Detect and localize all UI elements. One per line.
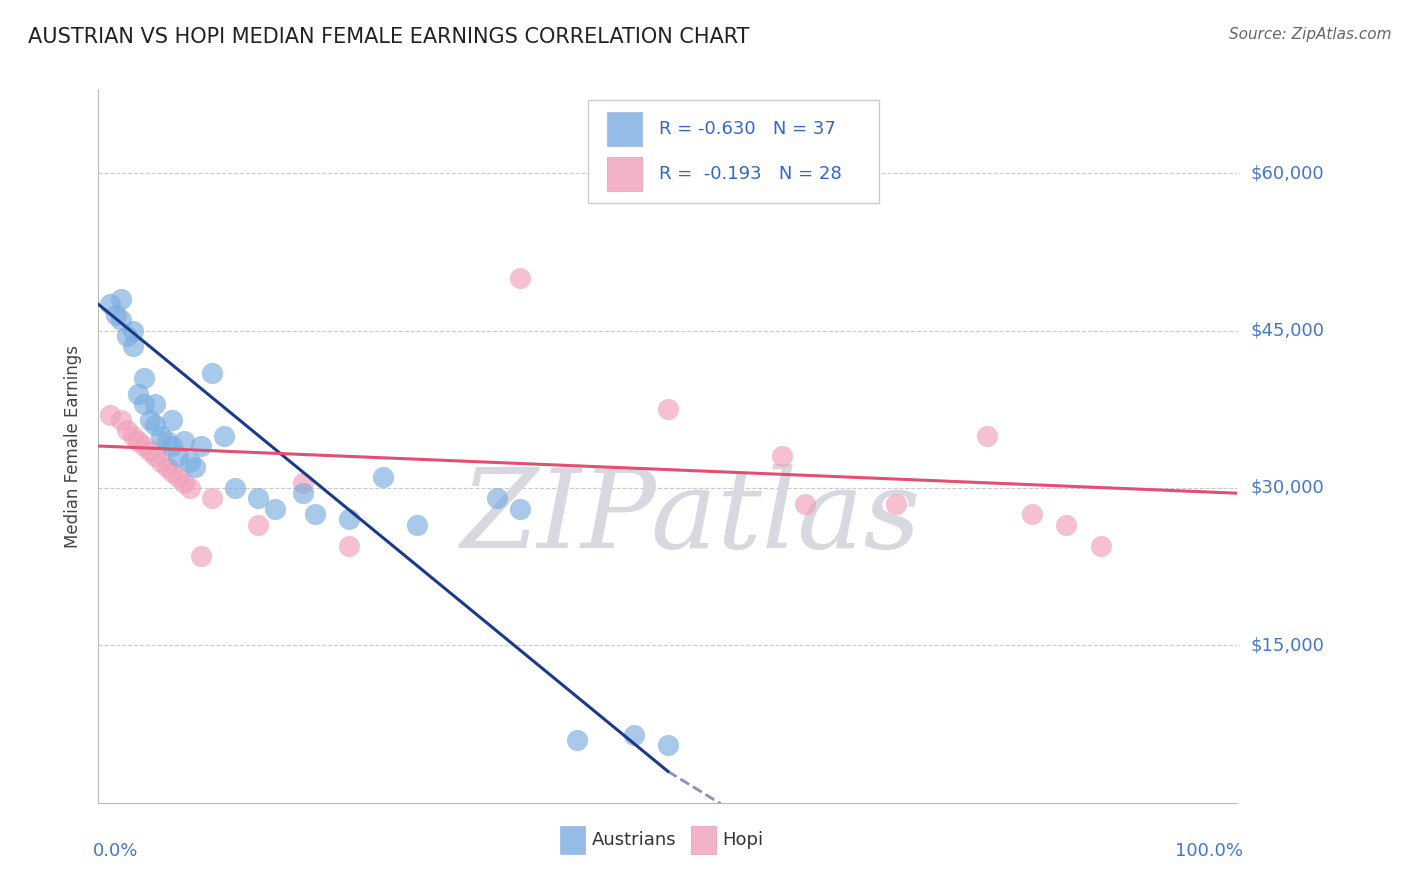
- FancyBboxPatch shape: [560, 826, 585, 855]
- Point: [145, 397, 167, 411]
- Point: [156, 460, 179, 475]
- Point: [98, 408, 121, 422]
- Point: [115, 328, 138, 343]
- Point: [201, 491, 224, 506]
- Text: R =  -0.193   N = 28: R = -0.193 N = 28: [659, 165, 841, 183]
- Point: [145, 450, 167, 464]
- Point: [162, 465, 184, 479]
- Point: [184, 460, 207, 475]
- FancyBboxPatch shape: [607, 112, 641, 146]
- Text: $15,000: $15,000: [1251, 636, 1324, 655]
- Point: [406, 517, 429, 532]
- Text: $45,000: $45,000: [1251, 321, 1324, 340]
- Point: [1054, 517, 1078, 532]
- Text: Source: ZipAtlas.com: Source: ZipAtlas.com: [1229, 27, 1392, 42]
- Y-axis label: Median Female Earnings: Median Female Earnings: [65, 344, 83, 548]
- Point: [1021, 507, 1043, 521]
- Point: [509, 502, 531, 516]
- Point: [173, 434, 195, 448]
- Point: [110, 292, 132, 306]
- Point: [976, 428, 998, 442]
- Point: [1090, 539, 1112, 553]
- Point: [150, 428, 173, 442]
- Point: [173, 475, 195, 490]
- Point: [565, 732, 588, 747]
- Point: [292, 475, 315, 490]
- Point: [179, 481, 201, 495]
- Text: 0.0%: 0.0%: [93, 842, 138, 860]
- Point: [264, 502, 287, 516]
- Point: [162, 413, 184, 427]
- Point: [127, 386, 149, 401]
- Point: [623, 728, 645, 742]
- Point: [770, 450, 793, 464]
- Text: Hopi: Hopi: [723, 831, 763, 849]
- Text: R = -0.630   N = 37: R = -0.630 N = 37: [659, 120, 835, 138]
- Point: [509, 271, 531, 285]
- Point: [162, 439, 184, 453]
- Point: [201, 366, 224, 380]
- Point: [132, 371, 155, 385]
- FancyBboxPatch shape: [690, 826, 716, 855]
- Point: [145, 417, 167, 432]
- Point: [371, 470, 394, 484]
- Point: [793, 497, 815, 511]
- Point: [337, 512, 360, 526]
- Point: [110, 413, 132, 427]
- Text: 100.0%: 100.0%: [1175, 842, 1243, 860]
- Point: [246, 517, 269, 532]
- Point: [104, 308, 127, 322]
- Point: [304, 507, 326, 521]
- Point: [121, 324, 143, 338]
- Point: [167, 470, 190, 484]
- Text: $60,000: $60,000: [1251, 164, 1324, 182]
- Point: [138, 444, 160, 458]
- Point: [486, 491, 509, 506]
- Point: [121, 339, 143, 353]
- FancyBboxPatch shape: [607, 157, 641, 191]
- Point: [121, 428, 143, 442]
- Point: [127, 434, 149, 448]
- Point: [167, 450, 190, 464]
- Point: [110, 313, 132, 327]
- Text: $30,000: $30,000: [1251, 479, 1324, 497]
- Point: [292, 486, 315, 500]
- Point: [212, 428, 235, 442]
- Point: [138, 413, 160, 427]
- Point: [150, 455, 173, 469]
- Point: [132, 439, 155, 453]
- Point: [190, 549, 212, 564]
- Point: [190, 439, 212, 453]
- Point: [132, 397, 155, 411]
- Text: AUSTRIAN VS HOPI MEDIAN FEMALE EARNINGS CORRELATION CHART: AUSTRIAN VS HOPI MEDIAN FEMALE EARNINGS …: [28, 27, 749, 46]
- Text: Austrians: Austrians: [592, 831, 676, 849]
- FancyBboxPatch shape: [588, 100, 879, 203]
- Point: [156, 434, 179, 448]
- Point: [115, 423, 138, 437]
- Point: [657, 402, 679, 417]
- Point: [179, 455, 201, 469]
- Point: [246, 491, 269, 506]
- Point: [884, 497, 907, 511]
- Point: [224, 481, 246, 495]
- Point: [337, 539, 360, 553]
- Text: ZIPatlas: ZIPatlas: [460, 464, 921, 571]
- Point: [98, 297, 121, 311]
- Point: [657, 738, 679, 752]
